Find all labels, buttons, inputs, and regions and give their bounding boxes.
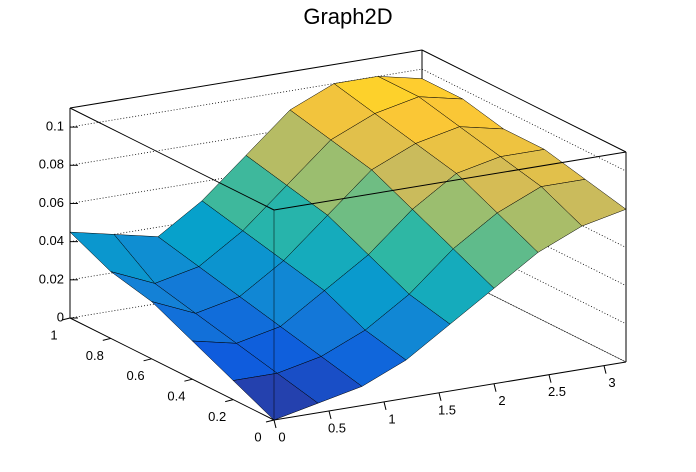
z-tick-label: 0.08 [39, 157, 64, 172]
box-edge [273, 151, 627, 211]
x-tick-label: 2.5 [548, 384, 566, 399]
x-tick-label: 1 [388, 411, 395, 426]
x-tick-label: 0 [278, 429, 285, 444]
x-tick [548, 374, 552, 383]
z-tick-label: 0.04 [39, 233, 64, 248]
box-edge [421, 49, 627, 153]
box-edge [69, 317, 275, 421]
chart-title: Graph2D [303, 4, 392, 29]
y-tick-label: 0.2 [208, 409, 226, 424]
y-tick [184, 378, 193, 382]
grid-line [421, 68, 627, 172]
grid-line [421, 221, 627, 325]
y-tick-label: 0.8 [86, 348, 104, 363]
x-tick [438, 392, 442, 401]
box-edge [69, 49, 423, 109]
y-tick-label: 0.6 [127, 368, 145, 383]
z-tick-label: 0.1 [46, 119, 64, 134]
x-tick [328, 410, 332, 420]
y-tick-label: 1 [50, 327, 57, 342]
z-tick-label: 0 [57, 309, 64, 324]
y-tick-label: 0 [254, 429, 261, 444]
x-tick-label: 3 [608, 375, 615, 390]
x-tick-label: 1.5 [438, 402, 456, 417]
y-tick [225, 399, 234, 403]
y-tick [143, 358, 152, 362]
y-tick [61, 317, 71, 321]
box-edge [273, 361, 627, 421]
y-tick-label: 0.4 [167, 389, 185, 404]
x-tick [493, 383, 497, 392]
surface-cell [232, 372, 319, 421]
x-tick-label: 0.5 [328, 420, 346, 435]
x-tick-label: 2 [498, 393, 505, 408]
x-tick [383, 401, 387, 410]
x-tick [273, 419, 277, 429]
box-edge [69, 107, 275, 211]
z-tick-label: 0.06 [39, 195, 64, 210]
y-tick [265, 419, 275, 423]
x-tick [603, 365, 607, 374]
z-tick-label: 0.02 [39, 271, 64, 286]
y-tick [102, 337, 111, 341]
